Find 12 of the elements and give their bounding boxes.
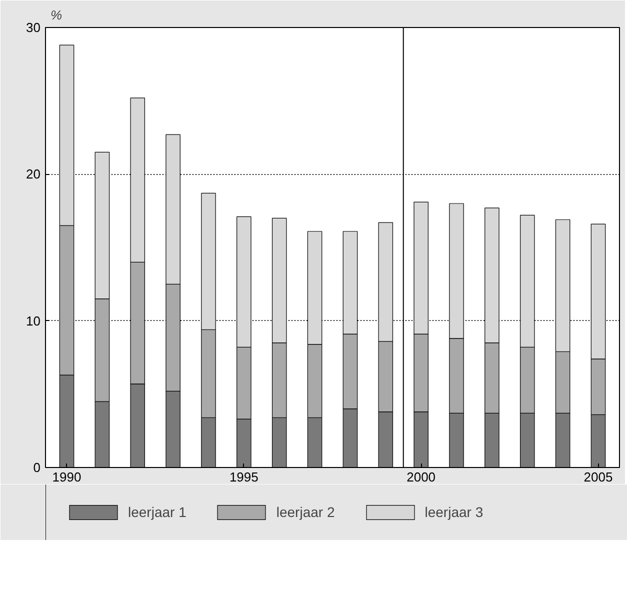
y-tick-label: 20 [26,166,41,182]
y-tick-label: 10 [26,313,41,328]
x-tick-label: 2005 [584,470,613,484]
x-tick-label: 1990 [52,470,82,484]
x-tick-label: 1995 [229,470,258,484]
y-tick-label: 0 [33,460,41,475]
y-axis-title: % [50,8,62,22]
legend-label: leerjaar 1 [128,503,186,521]
legend-label: leerjaar 2 [276,503,335,521]
legend-label: leerjaar 3 [424,503,484,521]
x-tick-label: 2000 [406,470,436,484]
y-tick-label: 30 [26,20,41,35]
